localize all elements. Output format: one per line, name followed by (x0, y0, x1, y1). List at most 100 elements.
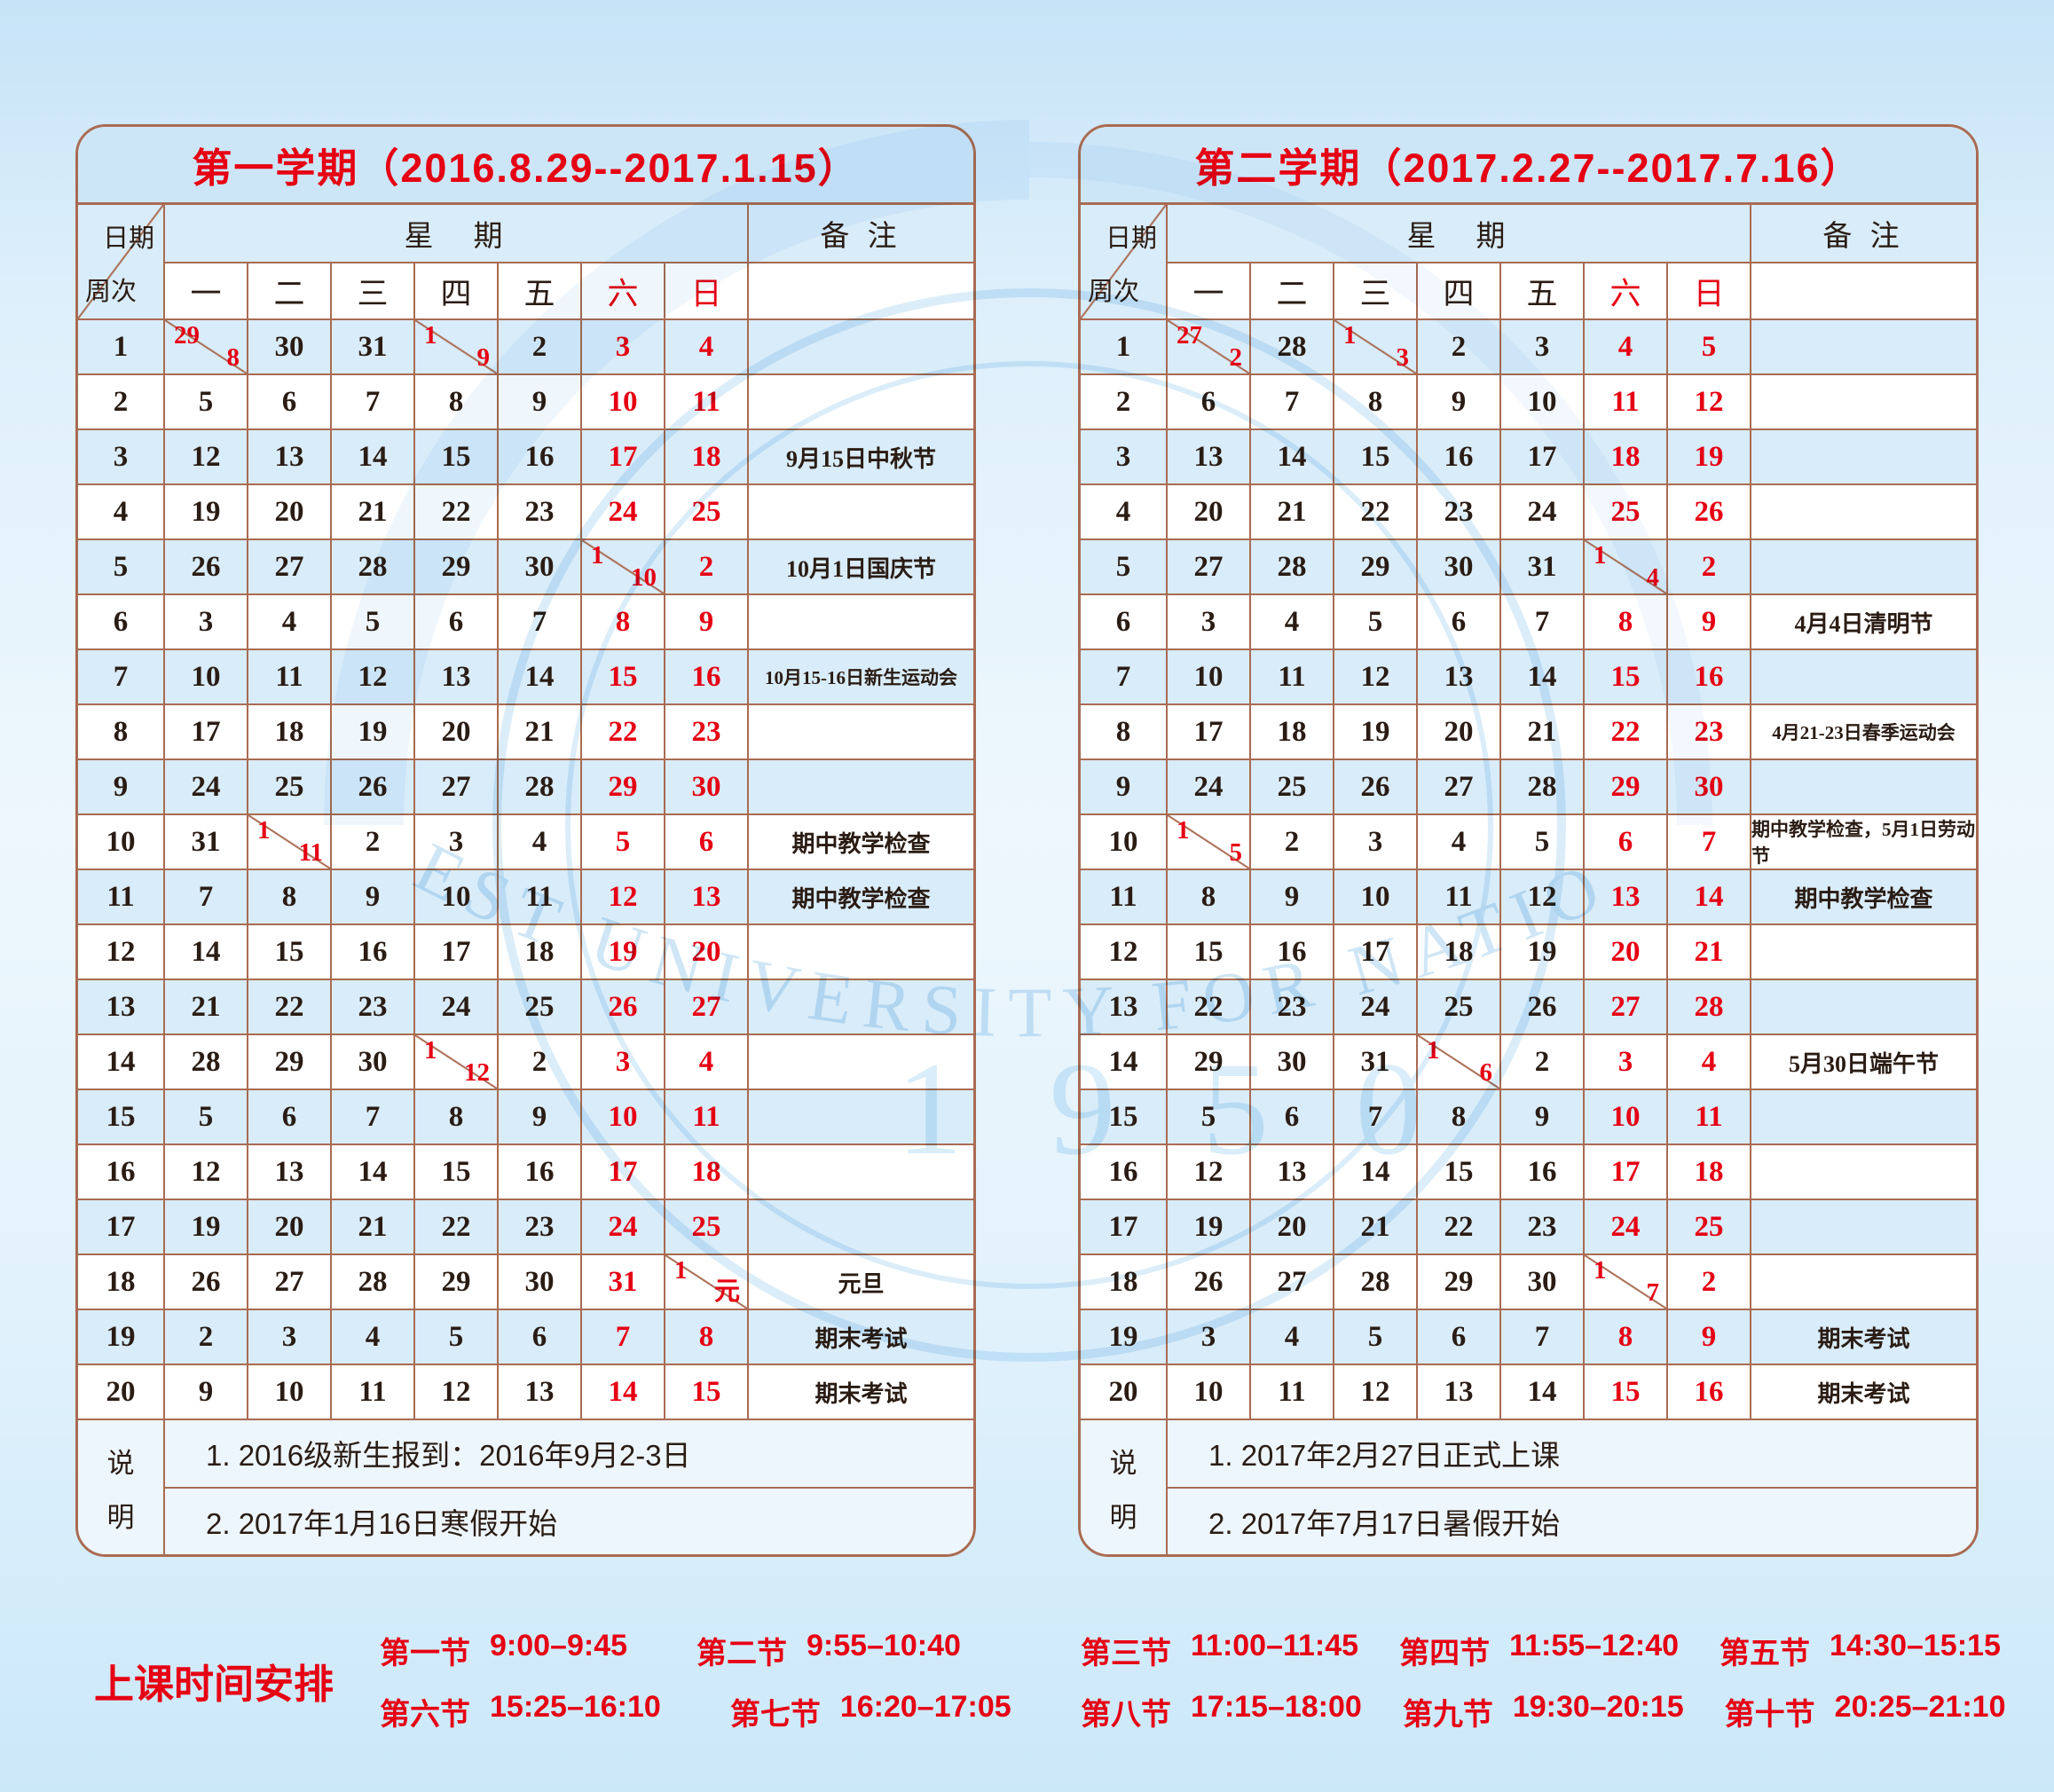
date-cell: 8 (1585, 595, 1668, 650)
date-cell: 10 (1334, 870, 1418, 925)
note-line: 1. 2017年2月27日正式上课 (1168, 1420, 1976, 1489)
remark-cell: 期末考试 (749, 1365, 973, 1420)
date-cell: 28 (1668, 980, 1751, 1035)
date-cell: 2 (499, 1035, 582, 1090)
date-cell: 20 (1251, 1200, 1334, 1255)
date-cell: 15 (1585, 1365, 1668, 1420)
date-cell: 15 (1418, 1145, 1501, 1200)
schedule-periods-left: 第一节 9:00–9:45 第二节 9:55–10:40 第六节 15:25–16:10 第… (380, 1629, 1011, 1733)
date-month-start: 9 (476, 343, 491, 372)
period-name: 第二节 (696, 1637, 788, 1670)
week-number-cell: 6 (78, 595, 165, 650)
remark-cell (1751, 540, 1976, 595)
date-month-start: 2 (1229, 343, 1243, 372)
semester1-calendar: 第一学期（2016.8.29--2017.1.15） 日期 周次 星 期 备 注… (75, 124, 976, 1557)
date-cell: 10 (248, 1365, 332, 1420)
remark-cell: 5月30日端午节 (1751, 1035, 1976, 1090)
date-cell: 28 (1251, 320, 1334, 375)
date-cell: 10 (582, 1090, 665, 1145)
date-cell: 24 (582, 1200, 665, 1255)
remark-cell (1751, 1090, 1976, 1145)
date-cell: 26 (582, 980, 665, 1035)
date-cell: 4 (248, 595, 332, 650)
date-cell: 11 (665, 1090, 749, 1145)
date-cell: 30 (1251, 1035, 1334, 1090)
period-time: 9:00–9:45 (490, 1629, 628, 1662)
remark-cell (749, 980, 973, 1035)
date-cell: 6 (665, 815, 749, 870)
date-cell: 13 (1251, 1145, 1334, 1200)
remark-cell (1751, 650, 1976, 705)
date-cell: 13 (415, 650, 499, 705)
date-cell: 8 (1418, 1090, 1501, 1145)
date-cell: 18 (1251, 705, 1334, 760)
date-cell: 3 (1501, 320, 1585, 375)
date-cell: 15 (1168, 925, 1251, 980)
date-cell: 2 (1668, 540, 1751, 595)
date-month-start: 元 (713, 1277, 740, 1306)
remark-cell (749, 595, 973, 650)
remark-cell (749, 705, 973, 760)
date-cell: 25 (665, 1200, 749, 1255)
date-cell: 29 (415, 1255, 499, 1310)
week-number-cell: 8 (78, 705, 165, 760)
date-cell: 10 (582, 375, 665, 430)
date-cell: 18 (1668, 1145, 1751, 1200)
date-cell: 22 (1168, 980, 1251, 1035)
week-number-cell: 15 (1081, 1090, 1168, 1145)
remark-cell (1751, 320, 1976, 375)
date-cell: 20 (1418, 705, 1501, 760)
period-name: 第七节 (729, 1698, 821, 1732)
date-cell: 22 (582, 705, 665, 760)
date-cell: 25 (1251, 760, 1334, 815)
date-cell: 25 (1418, 980, 1501, 1035)
date-cell: 20 (248, 485, 332, 540)
date-cell: 21 (165, 980, 248, 1035)
date-cell: 18 (665, 1145, 749, 1200)
schedule-periods-right: 第三节 11:00–11:45 第四节 11:55–12:40 第五节 14:30–15:… (1081, 1629, 2005, 1733)
date-cell: 11 (1251, 1365, 1334, 1420)
date-cell: 28 (332, 540, 415, 595)
weekday-header-cell: 五 (499, 263, 582, 320)
week-number-cell: 11 (78, 870, 165, 925)
date-cell: 16 (665, 650, 749, 705)
remark-cell (749, 1035, 973, 1090)
weekday-header-cell: 四 (1418, 263, 1501, 320)
date-cell: 9 (1668, 1310, 1751, 1365)
date-cell: 5 (1334, 595, 1418, 650)
date-cell: 31 (582, 1255, 665, 1310)
date-cell: 27 (248, 540, 332, 595)
date-cell: 28 (1251, 540, 1334, 595)
date-cell: 5 (582, 815, 665, 870)
date-cell: 14 (499, 650, 582, 705)
date-cell: 26 (1501, 980, 1585, 1035)
date-cell: 10 (415, 870, 499, 925)
remark-cell: 期中教学检查 (749, 815, 973, 870)
week-number-cell: 20 (1081, 1365, 1168, 1420)
date-cell: 30 (248, 320, 332, 375)
date-month-end: 1 (257, 816, 271, 845)
weekday-header-cell: 一 (165, 263, 248, 320)
week-number-cell: 12 (78, 925, 165, 980)
week-number-cell: 19 (1081, 1310, 1168, 1365)
date-cell: 9 (1251, 870, 1334, 925)
date-cell: 5 (1334, 1310, 1418, 1365)
date-cell: 10 (1168, 1365, 1251, 1420)
date-cell: 9 (1501, 1090, 1585, 1145)
date-cell: 24 (415, 980, 499, 1035)
date-cell: 4 (1251, 1310, 1334, 1365)
date-cell: 3 (1168, 1310, 1251, 1365)
period-name: 第五节 (1720, 1637, 1811, 1670)
date-cell: 26 (165, 1255, 248, 1310)
date-cell: 7 (332, 1090, 415, 1145)
date-cell: 28 (1334, 1255, 1418, 1310)
date-cell: 25 (248, 760, 332, 815)
date-cell: 17 (582, 1145, 665, 1200)
remark-cell (749, 1200, 973, 1255)
week-number-cell: 3 (78, 430, 165, 485)
week-number-cell: 6 (1081, 595, 1168, 650)
date-cell: 12 (1168, 1145, 1251, 1200)
weekday-header-cell: 二 (1251, 263, 1334, 320)
date-cell: 11 (1585, 375, 1668, 430)
date-cell: 20 (1585, 925, 1668, 980)
